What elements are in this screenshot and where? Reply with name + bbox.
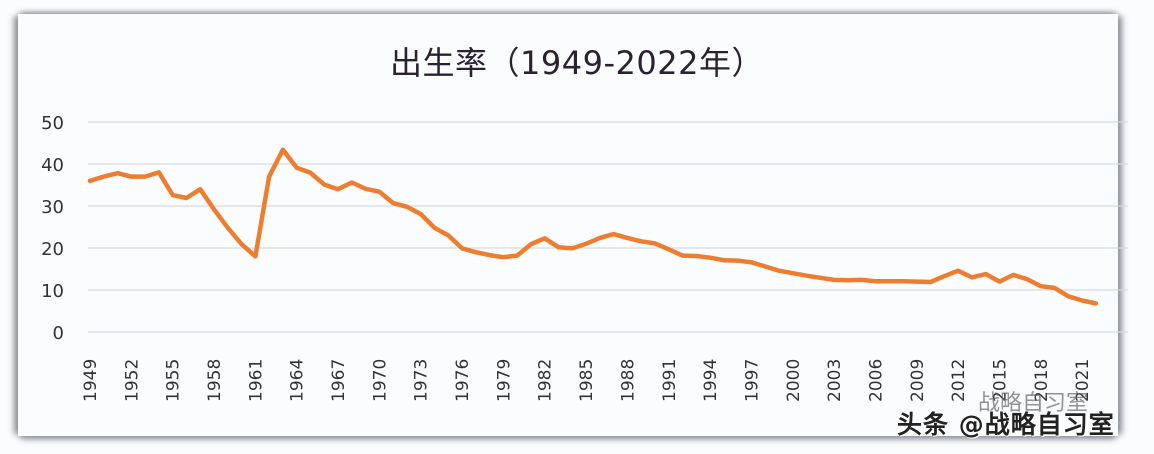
x-tick-label: 1994 [701, 359, 721, 402]
watermark: 头条 @战略自习室 [897, 410, 1115, 439]
x-tick-label: 1997 [742, 359, 762, 402]
x-tick-label: 1967 [329, 359, 349, 402]
x-tick-label: 2003 [825, 359, 845, 402]
x-tick-label: 1958 [205, 359, 225, 402]
x-tick-label: 1979 [494, 359, 514, 402]
y-tick-label: 40 [41, 155, 64, 176]
y-tick-label: 0 [53, 323, 64, 344]
chart-frame [18, 14, 1118, 436]
x-tick-label: 2018 [1032, 359, 1052, 402]
x-tick-label: 1949 [81, 359, 101, 402]
x-tick-label: 1982 [536, 359, 556, 402]
x-tick-label: 2021 [1073, 359, 1093, 402]
x-tick-label: 1970 [370, 359, 390, 402]
x-tick-label: 2000 [784, 359, 804, 402]
watermark-faint: 战略自习室 [978, 391, 1089, 416]
birth-rate-line [87, 147, 1099, 306]
y-axis-ticks: 0 10 20 30 40 50 [41, 113, 64, 344]
y-tick-label: 30 [41, 197, 64, 218]
x-tick-label: 2015 [990, 359, 1010, 402]
x-tick-label: 1961 [246, 359, 266, 402]
x-tick-label: 1991 [660, 359, 680, 402]
x-tick-label: 2009 [908, 359, 928, 402]
x-tick-label: 1964 [288, 359, 308, 402]
y-tick-label: 50 [41, 113, 64, 134]
x-tick-label: 2012 [949, 359, 969, 402]
x-tick-label: 1973 [412, 359, 432, 402]
y-tick-label: 10 [41, 281, 64, 302]
x-tick-label: 1985 [577, 359, 597, 402]
chart-title: 出生率（1949-2022年） [390, 44, 764, 82]
x-tick-label: 1955 [164, 359, 184, 402]
gridlines [88, 121, 1128, 333]
x-axis-ticks: 1949 1952 1955 1958 1961 1964 1967 1970 1973 1976… [81, 359, 1093, 402]
x-tick-label: 1976 [453, 359, 473, 402]
x-tick-label: 1988 [618, 359, 638, 402]
x-tick-label: 2006 [866, 359, 886, 402]
x-tick-label: 1952 [122, 359, 142, 402]
y-tick-label: 20 [41, 239, 64, 260]
